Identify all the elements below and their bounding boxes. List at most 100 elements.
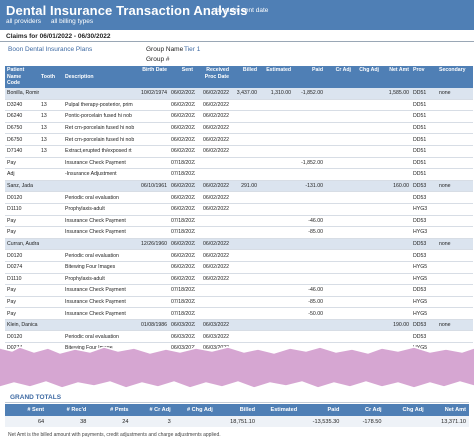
patient-row[interactable]: Klein, Danica 01/08/1986 06/03/2022 06/03/2…	[5, 319, 473, 332]
cell-paid	[293, 330, 325, 344]
cell-billed	[231, 99, 259, 112]
patient-row[interactable]: Bonilla, Romina10/02/197406/02/202206/02…	[5, 87, 473, 100]
cell-paid: -1,852.00	[293, 157, 325, 170]
col-header-sent[interactable]: Sent	[169, 66, 195, 88]
procedure-row[interactable]: D0120 Periodic oral evaluation 06/03/2022 0…	[5, 330, 473, 344]
col-header-billed[interactable]: Billed	[231, 66, 259, 88]
col-header-chg-adj[interactable]: Chg Adj	[353, 66, 381, 88]
cell-tooth: 13	[39, 110, 63, 123]
cell-estimated	[259, 168, 293, 181]
procedure-row[interactable]: Pay Insurance Check Payment 07/18/2022 -85.…	[5, 296, 473, 309]
col-header-received[interactable]: Received Proc Date	[195, 66, 231, 88]
cell-chg-adj	[353, 133, 381, 146]
procedure-row[interactable]: Pay Insurance Check Payment 07/18/2022 -46.…	[5, 215, 473, 228]
cell-prov: DD51	[411, 133, 437, 146]
col-header-cr-adj[interactable]: Cr Adj	[325, 66, 353, 88]
cell-billed	[231, 238, 259, 251]
procedure-row[interactable]: D0120 Periodic oral evaluation 06/02/2022 0…	[5, 191, 473, 204]
col-header-estimated[interactable]: Estimated	[259, 66, 293, 88]
grand-totals-label: GRAND TOTALS	[10, 394, 62, 401]
procedure-row[interactable]: D1110 Prophylaxis-adult 06/02/2022 06/02/20…	[5, 273, 473, 286]
cell-tooth	[39, 307, 63, 320]
cell-chg-adj	[353, 110, 381, 123]
grand-totals-divider	[5, 402, 469, 403]
procedure-row[interactable]: Pay Insurance Check Payment 07/18/2022 -50.…	[5, 307, 473, 320]
col-header-patient[interactable]: Patient Name Code	[5, 66, 39, 88]
procedure-row[interactable]: D6750 13 Ret crn-porcelain fused hi nob 06/…	[5, 133, 473, 146]
procedure-row[interactable]: Adj -Insurance Adjustment 07/18/2022 DD51	[5, 168, 473, 181]
procedure-row[interactable]: Pay Insurance Check Payment 07/18/2022 -46.…	[5, 284, 473, 297]
col-header-paid[interactable]: Paid	[293, 66, 325, 88]
cell-estimated	[259, 273, 293, 286]
cell-birth-date	[135, 168, 169, 181]
cell-secondary: none	[437, 238, 473, 251]
procedure-row[interactable]: D1110 Prophylaxis-adult 06/02/2022 06/02/20…	[5, 203, 473, 216]
cell-net-amt	[381, 226, 411, 239]
totals-value-cell	[258, 416, 301, 427]
cell-tooth	[39, 180, 63, 193]
cell-billed	[231, 122, 259, 135]
cell-billed	[231, 284, 259, 297]
cell-description: Periodic oral evaluation	[63, 249, 135, 262]
cell-prov: DD51	[411, 110, 437, 123]
cell-received	[195, 157, 231, 170]
cell-paid	[293, 191, 325, 204]
cell-paid	[293, 261, 325, 274]
procedure-row[interactable]: D0274 Bitewing Four Images 06/02/2022 06/02…	[5, 261, 473, 274]
procedure-row[interactable]: Pay Insurance Check Payment 07/18/2022 -1,8…	[5, 157, 473, 170]
cell-chg-adj	[353, 157, 381, 170]
cell-paid: -46.00	[293, 215, 325, 228]
cell-chg-adj	[353, 145, 381, 158]
patient-row[interactable]: Sanz, Jada 06/10/1961 06/02/2022 06/02/2022…	[5, 180, 473, 193]
procedure-row[interactable]: D0120 Periodic oral evaluation 06/02/2022 0…	[5, 249, 473, 262]
group-name-value: Tier 1	[184, 46, 201, 53]
procedure-row[interactable]: D6240 13 Pontic-porcelain fused hi nob 06/0…	[5, 110, 473, 123]
cell-net-amt	[381, 191, 411, 204]
cell-prov: HYG5	[411, 296, 437, 309]
cell-net-amt	[381, 330, 411, 344]
cell-estimated: 1,310.00	[259, 87, 293, 100]
cell-net-amt	[381, 296, 411, 309]
cell-description: Prophylaxis-adult	[63, 203, 135, 216]
cell-sent: 07/18/2022	[169, 157, 195, 170]
cell-estimated	[259, 191, 293, 204]
cell-tooth	[39, 319, 63, 332]
cell-secondary: none	[437, 319, 473, 332]
col-header-tooth[interactable]: Tooth	[39, 66, 63, 88]
cell-estimated	[259, 238, 293, 251]
cell-net-amt	[381, 307, 411, 320]
totals-header-cell: # Chg Adj	[173, 404, 216, 416]
cell-prov: HYG3	[411, 226, 437, 239]
procedure-row[interactable]: D7140 13 Extract,erupted th/exposed rt 06/0…	[5, 145, 473, 158]
cell-secondary	[437, 122, 473, 135]
col-header-secondary[interactable]: Secondary	[437, 66, 473, 88]
procedure-row[interactable]: D3240 13 Pulpal therapy-posterior, prim 06/…	[5, 99, 473, 112]
cell-secondary	[437, 191, 473, 204]
col-header-birth-date[interactable]: Birth Date	[135, 66, 169, 88]
cell-chg-adj	[353, 226, 381, 239]
cell-code: D1110	[5, 273, 39, 286]
cell-prov: DD51	[411, 99, 437, 112]
cell-paid	[293, 168, 325, 181]
cell-tooth: 13	[39, 145, 63, 158]
cell-code: Pay	[5, 284, 39, 297]
cell-birth-date	[135, 307, 169, 320]
cell-paid	[293, 238, 325, 251]
totals-value-cell: -13,535.30	[300, 416, 343, 427]
procedure-row[interactable]: D6750 13 Ret crn-porcelain fused hi nob 06/…	[5, 122, 473, 135]
totals-value-cell: 24	[89, 416, 132, 427]
cell-paid	[293, 133, 325, 146]
col-header-net-amt[interactable]: Net Amt	[381, 66, 411, 88]
totals-header-cell: Estimated	[258, 404, 301, 416]
cell-tooth	[39, 168, 63, 181]
cell-code: Pay	[5, 226, 39, 239]
cell-billed	[231, 226, 259, 239]
cell-birth-date	[135, 191, 169, 204]
col-header-description[interactable]: Description	[63, 66, 135, 88]
procedure-row[interactable]: Pay Insurance Check Payment 07/18/2022 -85.…	[5, 226, 473, 239]
patient-row[interactable]: Curran, Audra 12/26/1960 06/02/2022 06/02/2…	[5, 238, 473, 251]
col-header-prov[interactable]: Prov	[411, 66, 437, 88]
cell-billed	[231, 273, 259, 286]
group-number-label: Group #	[146, 56, 170, 63]
cell-sent: 06/02/2022	[169, 180, 195, 193]
